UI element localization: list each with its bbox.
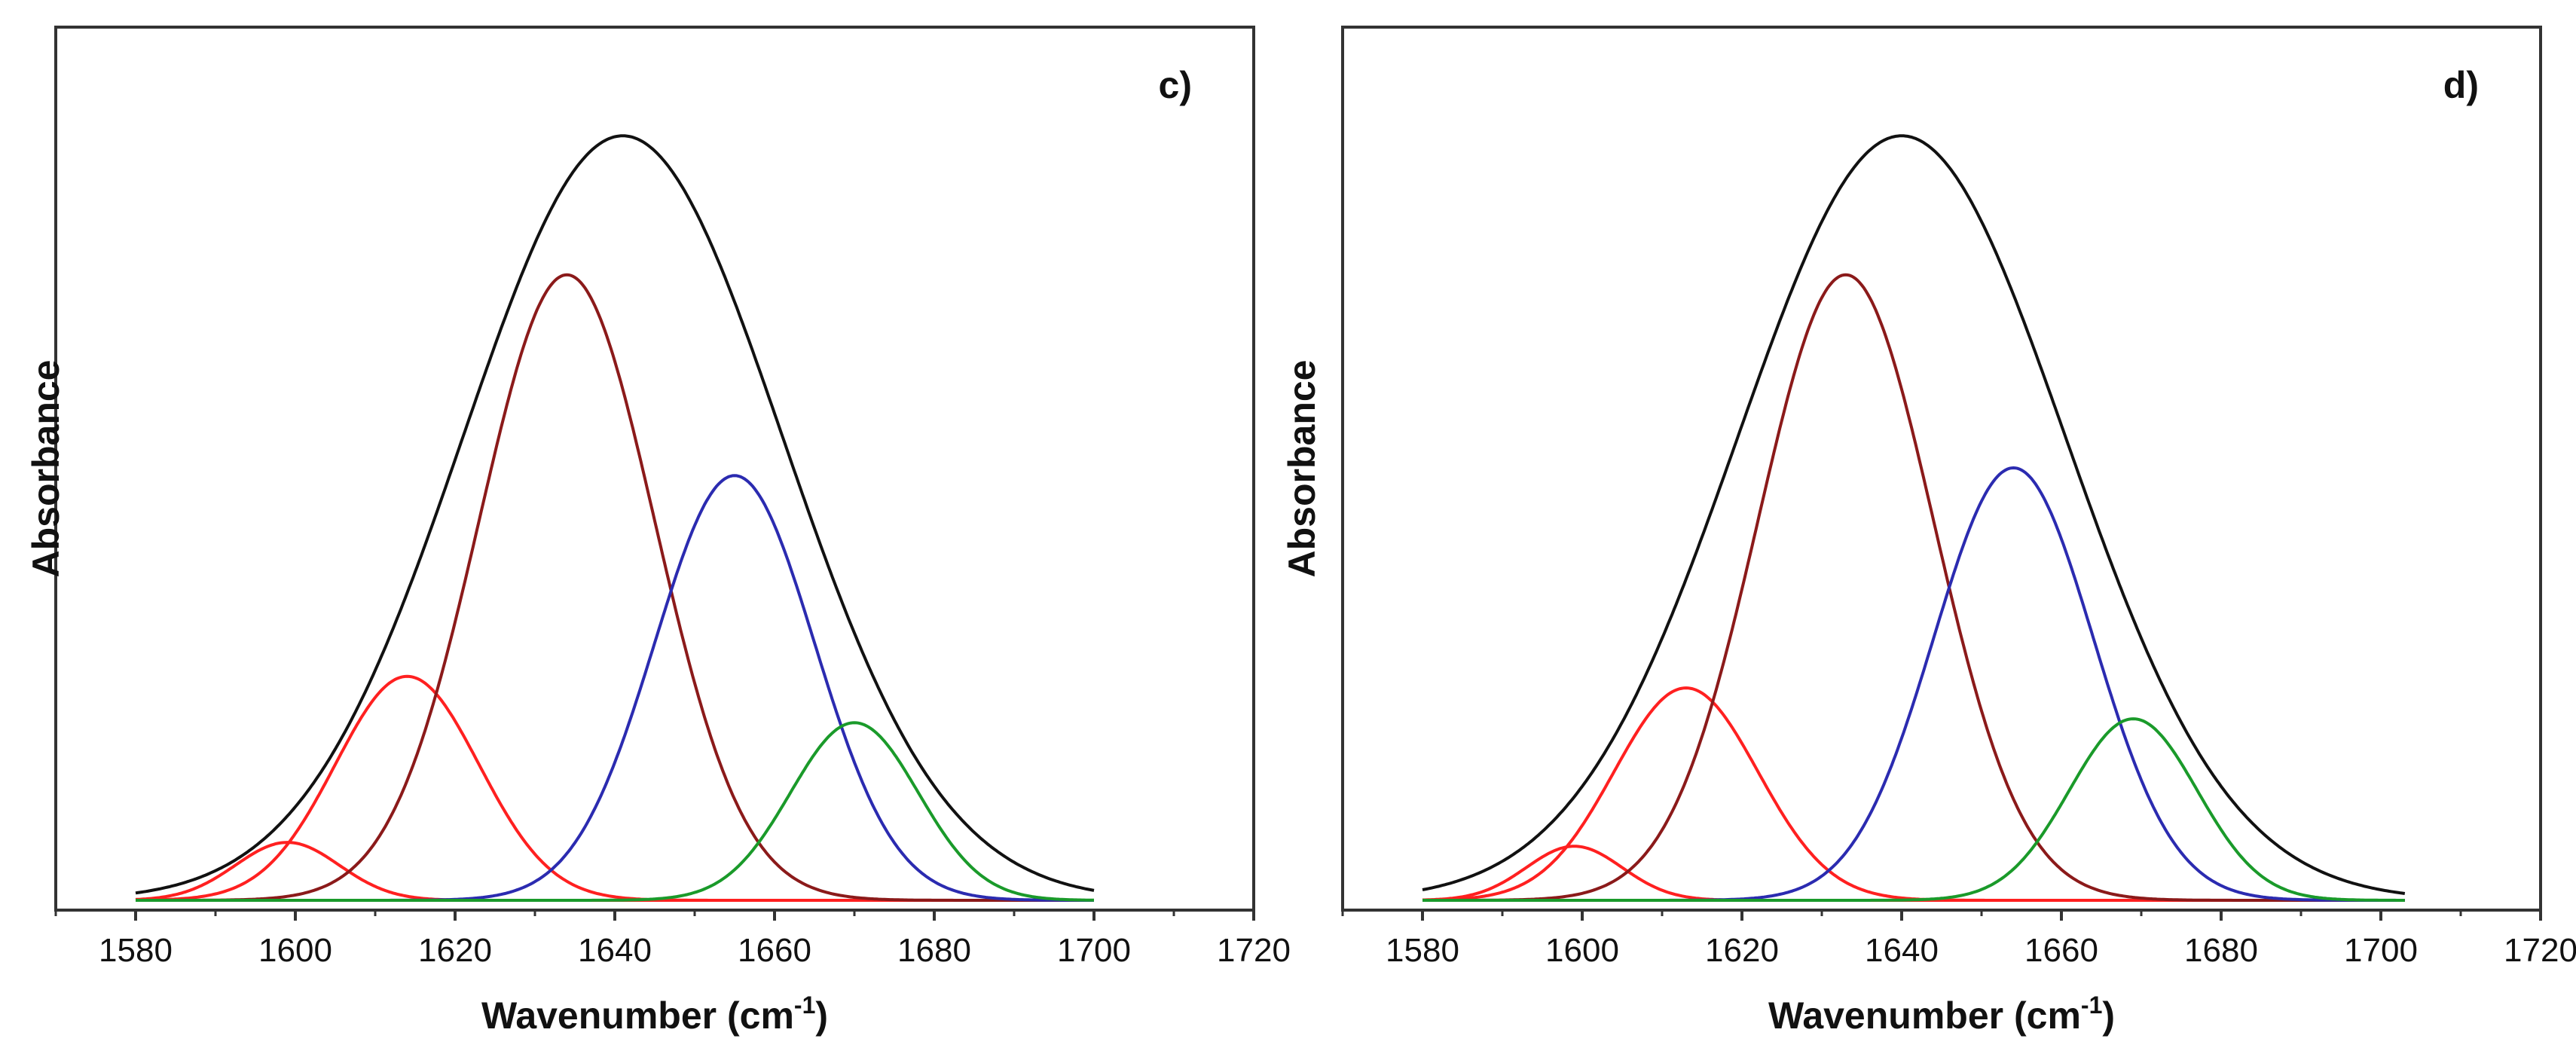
series-line-component-1600	[135, 841, 1094, 902]
series-layer	[1422, 134, 2406, 902]
plot-frame	[1341, 26, 2542, 912]
y-axis-title: Absorbance	[25, 360, 67, 578]
x-tick-label: 1580	[99, 932, 173, 969]
series-line-component-1669	[1422, 717, 2405, 902]
x-tick-label: 1620	[418, 932, 492, 969]
series-line-component-1633	[1422, 273, 2405, 902]
x-tick-label: 1700	[1057, 932, 1131, 969]
series-line-component-1655	[136, 474, 1094, 902]
x-tick-label: 1580	[1386, 932, 1459, 969]
x-tick-label: 1700	[2344, 932, 2418, 969]
x-axis-title: Wavenumber (cm-1)	[481, 991, 828, 1037]
series-line-component-1634	[136, 273, 1094, 902]
x-tick-label: 1620	[1705, 932, 1779, 969]
series-line-component-1670	[136, 721, 1094, 902]
x-axis-title-sup: -1	[2081, 991, 2102, 1019]
x-tick-label: 1680	[897, 932, 971, 969]
series-line-envelope	[135, 134, 1095, 895]
x-tick-label: 1600	[1545, 932, 1619, 969]
y-axis-title: Absorbance	[1281, 360, 1323, 578]
x-tick-label: 1640	[578, 932, 652, 969]
x-axis-ticks: 1580 1600 1620 1640 1660 1680 1700 1720	[1341, 910, 2576, 969]
x-tick-label: 1720	[2504, 932, 2576, 969]
x-axis-title-sup: -1	[794, 991, 815, 1019]
panel-d: d) 1580 1600 1620 1640 1660 1680 1700 1720 Abso…	[1281, 26, 2576, 1037]
panel-c: c) 1580 1600 1620 1640 1660 1680 1700 1720 Abso…	[25, 26, 1291, 1037]
x-tick-label: 1720	[1217, 932, 1291, 969]
x-axis-ticks: 1580 1600 1620 1640 1660 1680 1700 1720	[54, 910, 1291, 969]
x-tick-label: 1600	[258, 932, 332, 969]
x-axis-title-suffix: )	[815, 994, 828, 1037]
panel-label: c)	[1159, 64, 1192, 106]
x-axis-title-suffix: )	[2102, 994, 2115, 1037]
series-line-component-1654	[1422, 466, 2405, 902]
series-line-component-1613	[1422, 686, 2405, 902]
panel-label: d)	[2443, 64, 2479, 106]
x-axis-title-main: Wavenumber (cm	[481, 994, 794, 1037]
x-tick-label: 1640	[1865, 932, 1939, 969]
series-line-component-1614	[135, 674, 1094, 902]
x-axis-title-main: Wavenumber (cm	[1768, 994, 2081, 1037]
series-line-envelope	[1422, 134, 2406, 895]
x-tick-label: 1660	[2024, 932, 2098, 969]
x-tick-label: 1660	[738, 932, 811, 969]
series-layer	[135, 134, 1095, 902]
x-axis-title: Wavenumber (cm-1)	[1768, 991, 2115, 1037]
plot-frame	[54, 26, 1255, 912]
x-tick-label: 1680	[2184, 932, 2258, 969]
